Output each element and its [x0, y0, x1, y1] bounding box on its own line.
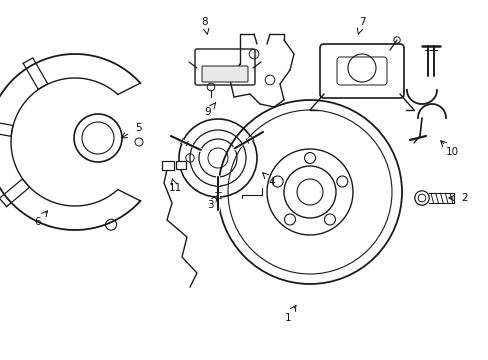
Bar [162, 161, 174, 170]
Text: 7: 7 [358, 17, 365, 27]
Text: 3: 3 [206, 200, 213, 210]
Text: 10: 10 [445, 147, 458, 157]
FancyBboxPatch shape [319, 44, 403, 98]
Text: 9: 9 [204, 107, 211, 117]
Bar [176, 161, 185, 169]
Text: 11: 11 [168, 183, 181, 193]
Text: 5: 5 [134, 123, 141, 133]
FancyBboxPatch shape [336, 57, 386, 85]
Text: 4: 4 [268, 177, 275, 187]
FancyBboxPatch shape [195, 49, 254, 85]
Text: 2: 2 [461, 193, 468, 203]
Text: 8: 8 [201, 17, 208, 27]
Text: 1: 1 [284, 313, 291, 323]
FancyBboxPatch shape [202, 66, 247, 82]
Text: 6: 6 [35, 217, 41, 227]
